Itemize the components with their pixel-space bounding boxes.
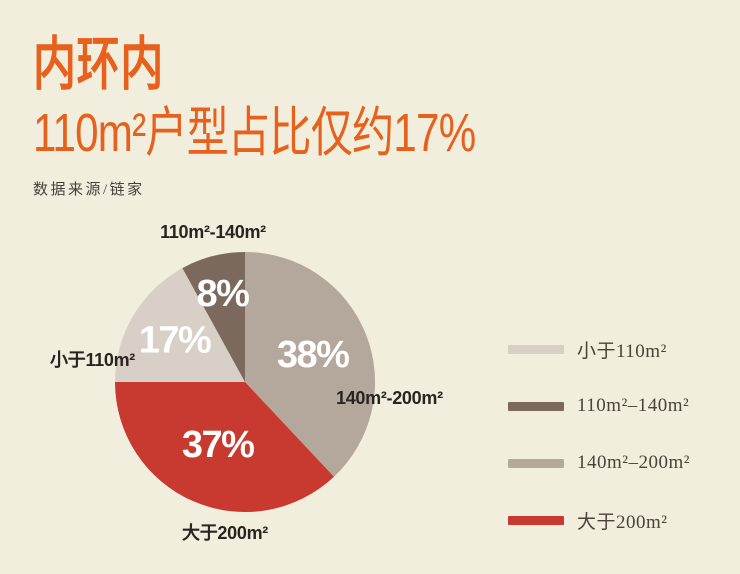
pie-callout-140-200: 140m²-200m² <box>336 388 443 408</box>
pie-callout-under-110: 小于110m² <box>50 350 135 370</box>
legend-swatch-icon <box>508 515 564 525</box>
legend-item: 110m²–140m² <box>508 393 690 419</box>
pie-percent-label: 37% <box>182 424 254 466</box>
pie-percent-label: 17% <box>139 319 211 361</box>
pie-slice-0 <box>245 252 376 477</box>
header: 内环内 110m²户型占比仅约17% 数据来源/链家 <box>33 36 600 199</box>
pie-chart: 38% 37% 17%8% <box>115 252 376 513</box>
pie-callout-110-140: 110m²-140m² <box>160 222 266 242</box>
legend-item-label: 大于200m² <box>577 511 668 533</box>
page-title: 内环内 <box>33 32 164 97</box>
legend-item: 小于110m² <box>508 336 690 362</box>
legend-item: 大于200m² <box>508 507 690 533</box>
legend-item-label: 小于110m² <box>577 340 667 362</box>
pie-slice-2 <box>115 268 245 382</box>
legend: 小于110m² 110m²–140m² 140m²–200m² 大于200m² <box>508 336 690 564</box>
source-note: 数据来源/链家 <box>33 181 145 198</box>
legend-item: 140m²–200m² <box>508 450 690 476</box>
pie-slice-1 <box>115 382 334 513</box>
page-subtitle: 110m²户型占比仅约17% <box>33 103 476 163</box>
legend-item-label: 110m²–140m² <box>577 395 690 416</box>
legend-swatch-icon <box>508 458 564 468</box>
pie-percent-label: 8% <box>196 273 249 315</box>
pie-slice-3 <box>182 252 245 382</box>
legend-item-label: 140m²–200m² <box>577 452 690 473</box>
legend-swatch-icon <box>508 344 564 354</box>
pie-callout-over-200: 大于200m² <box>182 523 268 543</box>
legend-swatch-icon <box>508 401 564 411</box>
pie-percent-label: 38% <box>277 334 349 376</box>
